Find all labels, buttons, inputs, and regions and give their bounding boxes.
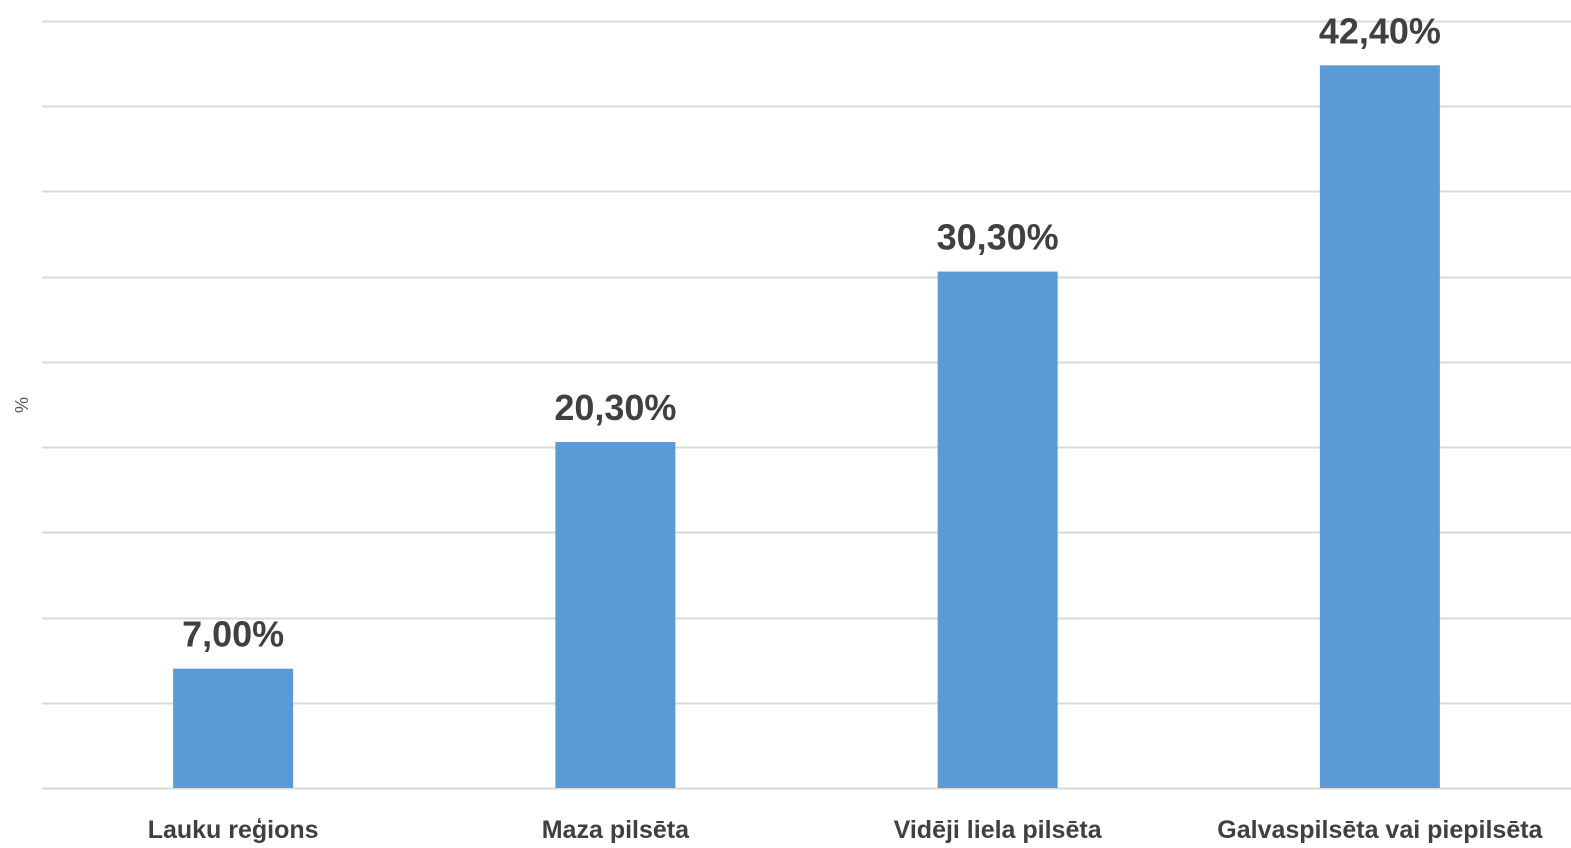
data-label: 7,00% [182,614,284,655]
data-label: 20,30% [554,387,676,428]
bar [555,441,676,788]
category-label: Maza pilsēta [542,816,690,844]
data-labels: 7,00% 20,30% 30,30% 42,40% [182,10,1441,654]
bar [937,271,1058,788]
category-labels: Lauku reģions Maza pilsēta Vidēji liela pi… [148,816,1544,844]
gridlines [42,20,1571,790]
category-label: Lauku reģions [148,816,319,844]
y-axis-label: % [12,397,32,413]
bar [1319,65,1440,788]
bar [173,668,294,788]
bars [173,65,1440,788]
category-label: Vidēji liela pilsēta [894,816,1103,844]
data-label: 30,30% [937,217,1059,258]
data-label: 42,40% [1319,10,1441,51]
category-label: Galvaspilsēta vai piepilsēta [1217,816,1543,844]
